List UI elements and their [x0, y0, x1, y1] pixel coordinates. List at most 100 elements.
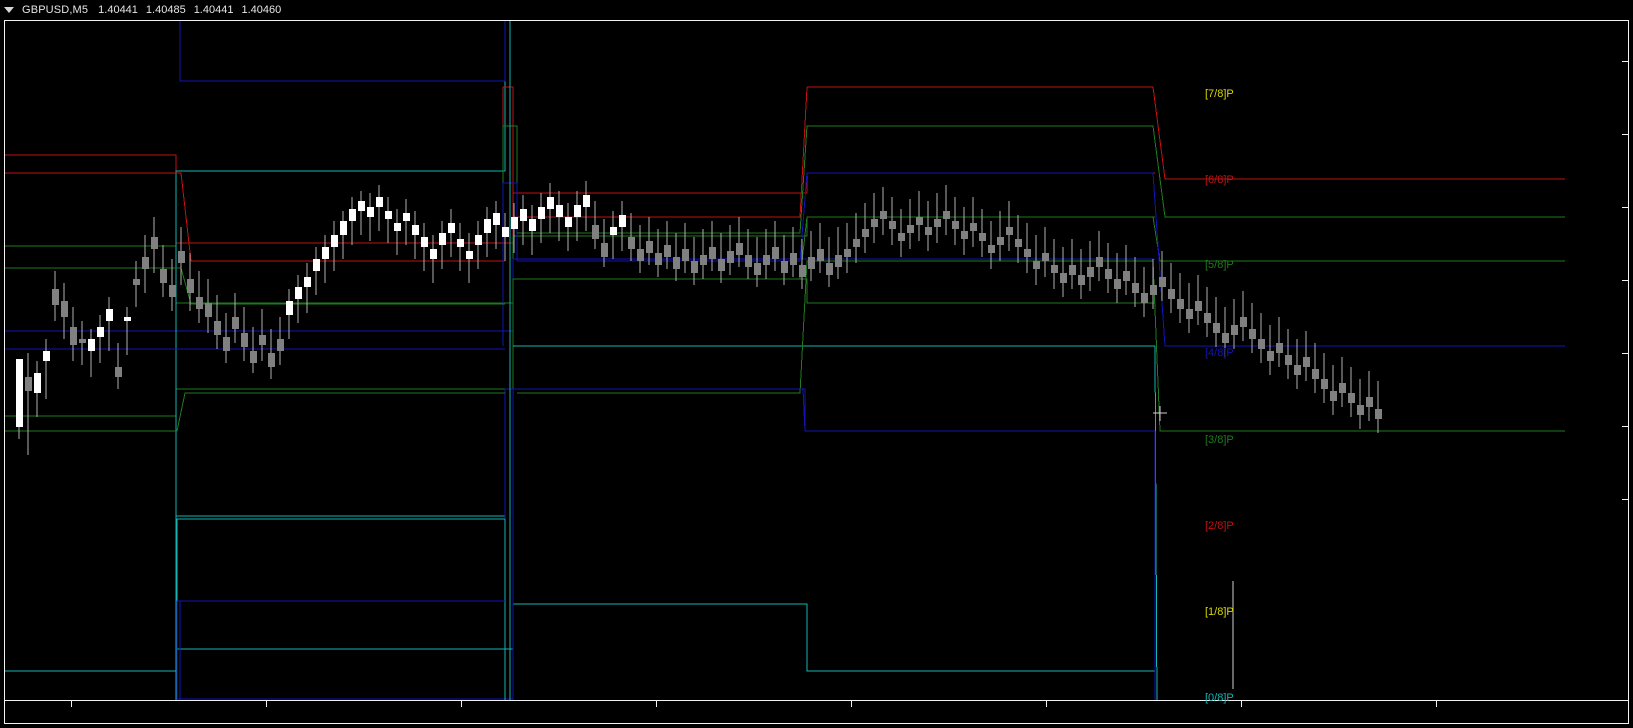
level-label-38p: [3/8]P: [1205, 434, 1234, 446]
candle-body: [601, 243, 608, 257]
candle-body: [1033, 261, 1040, 269]
candle-body: [754, 263, 761, 275]
candle-body: [178, 251, 185, 263]
ohlc-low-value: 1.40441: [193, 4, 234, 16]
candle-body: [457, 239, 464, 247]
candle-body: [475, 235, 482, 245]
candle-body: [1177, 299, 1184, 309]
candle-body: [664, 245, 671, 257]
candle-body: [1222, 333, 1229, 343]
candlestick-series-layer: [16, 181, 1382, 455]
candle-body: [196, 297, 203, 309]
candle-body: [187, 279, 194, 293]
candle-body: [1042, 253, 1049, 261]
candle-body: [1249, 329, 1256, 339]
candle-body: [1168, 289, 1175, 299]
candle-body: [808, 257, 815, 269]
candle-body: [115, 367, 122, 377]
candle-body: [583, 195, 590, 207]
candle-body: [745, 255, 752, 267]
candle-body: [52, 289, 59, 305]
candle-body: [133, 279, 140, 285]
candle-body: [322, 247, 329, 259]
time-axis-tick: [1046, 701, 1047, 707]
candle-body: [313, 259, 320, 271]
candle-body: [1132, 283, 1139, 293]
candle-body: [1096, 257, 1103, 267]
candle-body: [619, 215, 626, 227]
candle-body: [223, 337, 230, 351]
candle-body: [727, 251, 734, 263]
time-axis-tick: [1436, 701, 1437, 707]
candle-body: [403, 213, 410, 221]
candle-body: [907, 225, 914, 233]
candle-body: [1114, 279, 1121, 289]
candle-body: [1276, 343, 1283, 353]
candle-body: [205, 303, 212, 317]
candle-body: [880, 211, 887, 219]
candle-body: [556, 205, 563, 217]
candle-body: [88, 339, 95, 351]
candle-body: [448, 223, 455, 233]
candle-body: [232, 317, 239, 329]
candle-body: [871, 219, 878, 227]
candle-body: [241, 333, 248, 347]
time-axis-tick: [266, 701, 267, 707]
candle-body: [1312, 369, 1319, 379]
candle-body: [331, 235, 338, 247]
candle-body: [169, 285, 176, 297]
crosshair-layer: [1153, 406, 1234, 689]
ohlc-close-value: 1.40460: [241, 4, 282, 16]
candle-body: [673, 257, 680, 269]
candle-body: [340, 221, 347, 235]
level-label-48p: [4/8]P: [1205, 347, 1234, 359]
caret-down-icon[interactable]: [4, 7, 14, 13]
chart-header-bar: GBPUSD,M5 1.40441 1.40485 1.40441 1.4046…: [0, 0, 1633, 20]
candle-body: [529, 219, 536, 231]
candle-body: [1339, 383, 1346, 393]
candle-body: [421, 237, 428, 247]
candle-body: [1015, 239, 1022, 247]
time-axis-tick: [851, 701, 852, 707]
candle-body: [1348, 393, 1355, 403]
chart-plot-area[interactable]: [5, 21, 1628, 701]
candle-body: [799, 265, 806, 277]
candle-body: [1258, 339, 1265, 349]
time-axis-line: [5, 700, 1628, 701]
candle-body: [520, 209, 527, 221]
candle-body: [214, 321, 221, 335]
candle-body: [1285, 355, 1292, 365]
candle-body: [1123, 271, 1130, 281]
candle-body: [826, 263, 833, 275]
candle-body: [898, 233, 905, 241]
candle-body: [142, 257, 149, 269]
time-axis-tick: [461, 701, 462, 707]
candle-body: [547, 197, 554, 209]
candle-body: [1195, 301, 1202, 311]
level-label-28p: [2/8]P: [1205, 520, 1234, 532]
candle-body: [286, 301, 293, 315]
price-axis-tick: [1622, 426, 1628, 427]
candle-body: [502, 227, 509, 237]
candle-body: [79, 339, 86, 343]
candle-body: [394, 223, 401, 231]
candle-body: [1069, 265, 1076, 275]
candle-body: [1060, 273, 1067, 283]
candle-body: [961, 231, 968, 239]
candle-body: [637, 249, 644, 261]
chart-frame[interactable]: [7/8]P [6/8]P [5/8]P [4/8]P [3/8]P [2/8]P [1/8…: [4, 20, 1629, 724]
candle-body: [493, 213, 500, 225]
ohlc-open-value: 1.40441: [98, 4, 138, 16]
candle-body: [1150, 285, 1157, 295]
candle-body: [1267, 351, 1274, 361]
candle-body: [979, 233, 986, 241]
candle-body: [106, 309, 113, 321]
candle-body: [34, 373, 41, 393]
candle-body: [349, 209, 356, 221]
candle-body: [655, 253, 662, 265]
symbol-period-label: GBPUSD,M5: [22, 4, 89, 16]
candle-body: [466, 251, 473, 259]
candle-body: [1375, 409, 1382, 419]
candle-body: [790, 253, 797, 265]
candle-body: [430, 249, 437, 259]
